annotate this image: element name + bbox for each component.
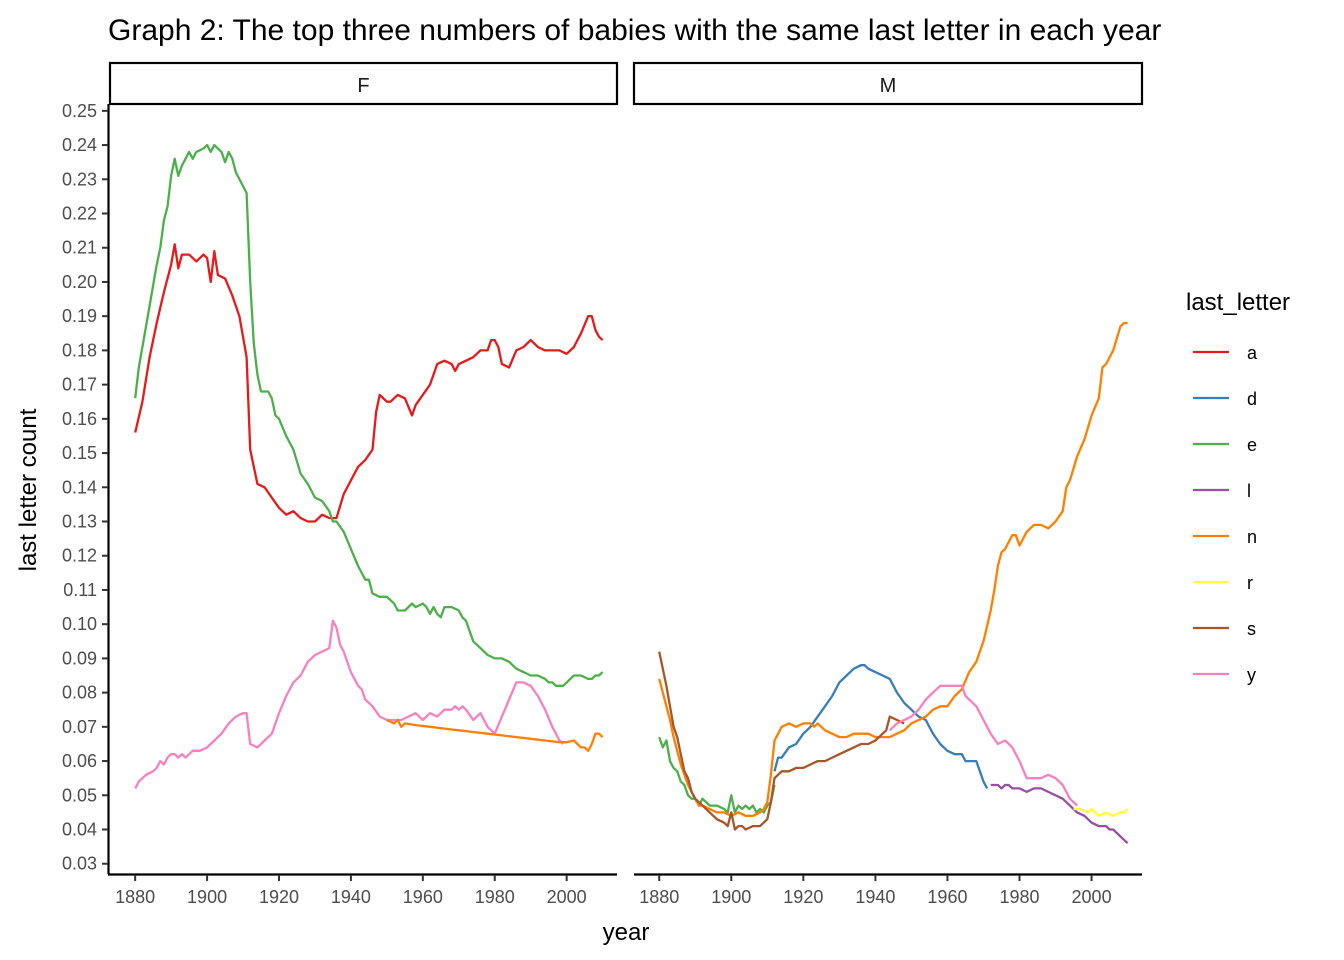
x-tick-label: 1940 — [331, 887, 371, 907]
series-line-m-r — [1073, 807, 1129, 817]
x-axis-ticks: 1880 1900 1920 1940 1960 1980 2000 1880 1900 1920… — [115, 875, 1112, 907]
y-tick-label: 0.19 — [62, 306, 97, 326]
legend-label-s: s — [1247, 619, 1256, 639]
y-tick-label: 0.23 — [62, 169, 97, 189]
series-line-m-s — [658, 651, 905, 831]
y-tick-label: 0.15 — [62, 443, 97, 463]
x-tick-label: 1980 — [999, 887, 1039, 907]
series-line-m-e — [658, 736, 776, 814]
x-tick-label: 1920 — [783, 887, 823, 907]
y-tick-label: 0.24 — [62, 135, 97, 155]
y-tick-label: 0.07 — [62, 717, 97, 737]
y-tick-label: 0.11 — [63, 580, 97, 600]
x-tick-label: 1960 — [403, 887, 443, 907]
y-tick-label: 0.06 — [62, 751, 97, 771]
legend-label-e: e — [1247, 435, 1257, 455]
y-tick-label: 0.12 — [62, 546, 97, 566]
series-line-m-l — [990, 783, 1129, 845]
y-tick-label: 0.22 — [62, 204, 97, 224]
series-line-f-a — [134, 243, 604, 523]
strip-box-f — [108, 61, 619, 106]
strip-label-m: M — [880, 75, 897, 97]
x-tick-label: 1880 — [639, 887, 679, 907]
y-tick-label: 0.03 — [62, 854, 97, 874]
y-tick-label: 0.10 — [62, 614, 97, 634]
x-axis-title: year — [603, 919, 650, 946]
x-tick-label: 1920 — [259, 887, 299, 907]
y-tick-label: 0.18 — [62, 340, 97, 360]
legend-label-r: r — [1247, 573, 1253, 593]
y-tick-label: 0.17 — [62, 375, 97, 395]
chart-title: Graph 2: The top three numbers of babies… — [108, 14, 1161, 47]
series-line-f-n — [386, 718, 604, 752]
y-tick-label: 0.09 — [62, 648, 97, 668]
strip-box-m — [632, 61, 1144, 106]
y-tick-label: 0.25 — [62, 101, 97, 121]
y-axis-ticks: 0.03 0.04 0.05 0.06 0.07 0.08 0.09 0.10 0.11 0.12… — [62, 101, 108, 874]
x-tick-label: 1880 — [115, 887, 155, 907]
y-axis-title: last letter count — [15, 408, 42, 571]
x-tick-label: 2000 — [547, 887, 587, 907]
legend-title: last_letter — [1186, 289, 1290, 316]
x-tick-label: 1900 — [187, 887, 227, 907]
legend-label-a: a — [1247, 343, 1258, 363]
x-tick-label: 1940 — [855, 887, 895, 907]
y-tick-label: 0.16 — [62, 409, 97, 429]
y-tick-label: 0.04 — [62, 820, 97, 840]
series-line-f-y — [134, 619, 564, 789]
y-tick-label: 0.13 — [62, 512, 97, 532]
series-line-f-e — [134, 143, 604, 687]
y-tick-label: 0.08 — [62, 683, 97, 703]
y-tick-label: 0.05 — [62, 785, 97, 805]
x-tick-label: 2000 — [1072, 887, 1112, 907]
x-tick-label: 1960 — [927, 887, 967, 907]
legend-label-y: y — [1247, 665, 1256, 685]
legend: a d e l n r s y — [1193, 343, 1258, 685]
y-tick-label: 0.14 — [62, 477, 97, 497]
y-tick-label: 0.20 — [62, 272, 97, 292]
legend-label-d: d — [1247, 389, 1257, 409]
strip-label-f: F — [357, 75, 369, 97]
series-line-m-y — [889, 684, 1078, 807]
y-tick-label: 0.21 — [62, 238, 97, 258]
x-tick-label: 1900 — [711, 887, 751, 907]
legend-label-l: l — [1247, 481, 1251, 501]
legend-label-n: n — [1247, 527, 1257, 547]
x-tick-label: 1980 — [475, 887, 515, 907]
series-line-m-n — [658, 321, 1128, 817]
series-line-m-d — [773, 664, 989, 789]
series-layer — [134, 143, 1129, 845]
